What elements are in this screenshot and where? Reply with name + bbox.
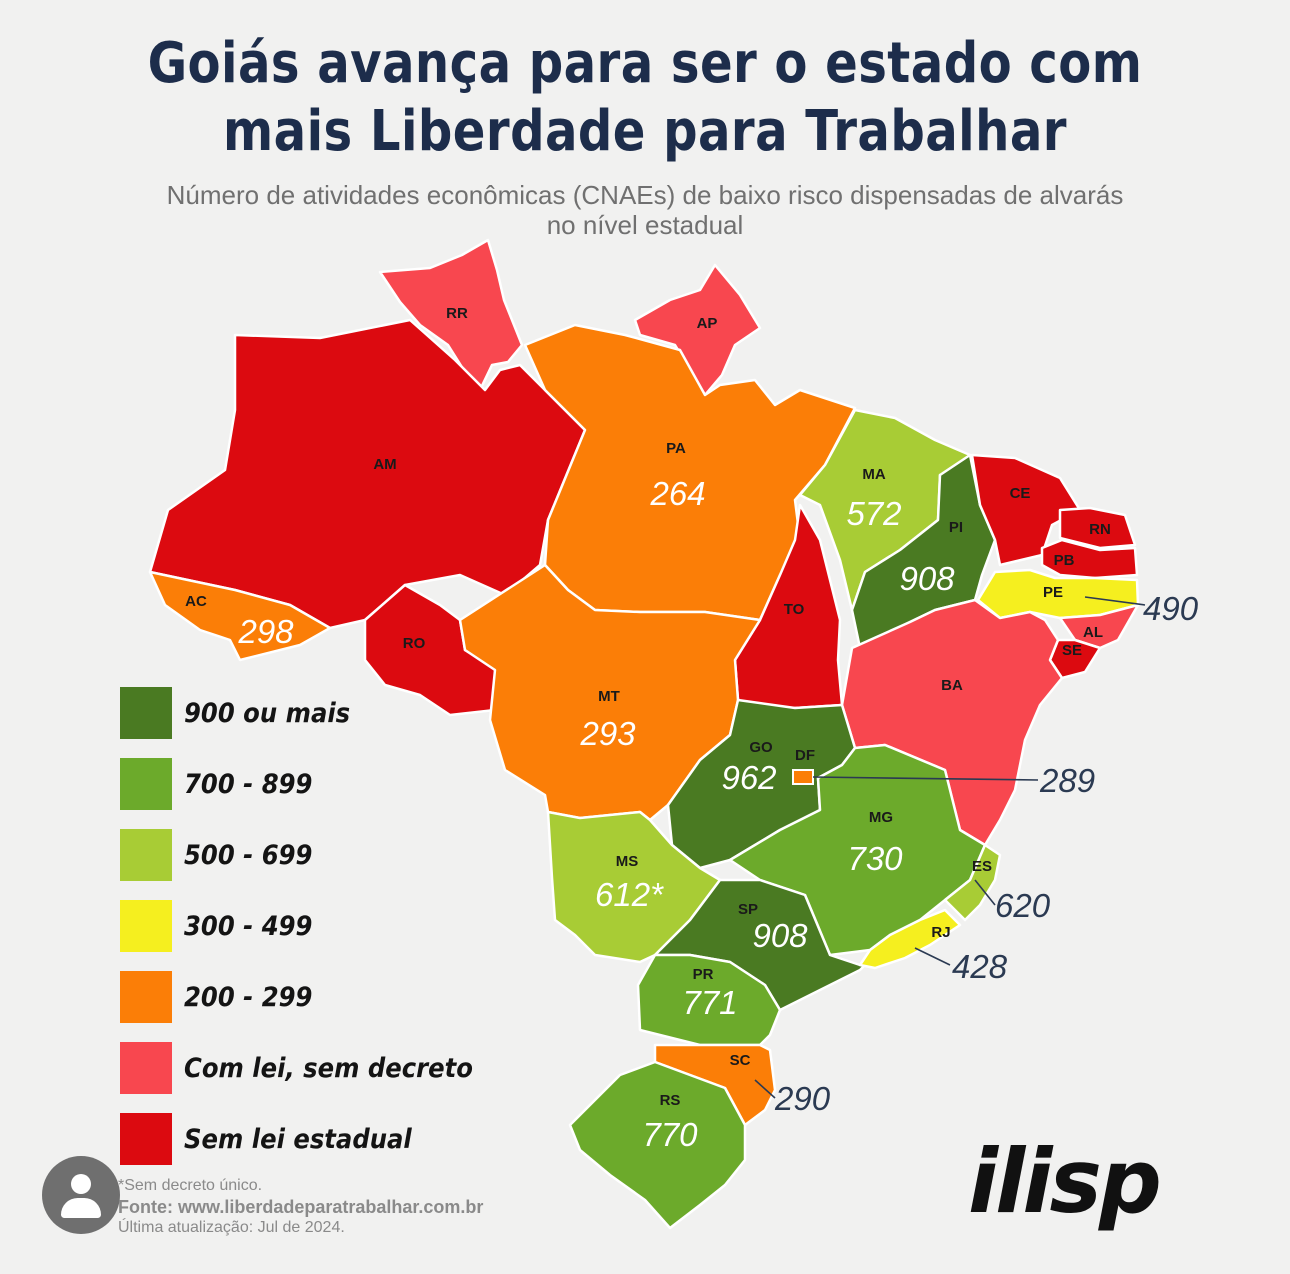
- leader-line-es: [974, 879, 996, 906]
- state-value-sp: 908: [752, 917, 808, 954]
- state-value-go: 962: [721, 759, 776, 796]
- legend-swatch: [120, 829, 172, 881]
- state-label-rn: RN: [1089, 521, 1111, 538]
- state-value-sc: 290: [774, 1080, 831, 1117]
- state-label-ms: MS: [616, 853, 639, 870]
- state-label-pe: PE: [1043, 584, 1063, 601]
- state-value-pe: 490: [1143, 590, 1199, 627]
- state-label-sc: SC: [730, 1052, 751, 1069]
- legend-swatch: [120, 971, 172, 1023]
- state-shape-rj: [858, 908, 962, 970]
- state-label-ma: MA: [862, 466, 885, 483]
- state-label-go: GO: [749, 739, 773, 756]
- legend-item: 500 - 699: [120, 828, 505, 882]
- state-label-ce: CE: [1010, 485, 1031, 502]
- state-label-pb: PB: [1054, 552, 1075, 569]
- state-label-rj: RJ: [931, 924, 950, 941]
- df-marker: [792, 769, 814, 785]
- legend-label: 900 ou mais: [184, 697, 351, 729]
- state-label-mg: MG: [869, 809, 893, 826]
- state-shape-ap: [633, 263, 762, 397]
- state-shape-rr: [378, 238, 524, 392]
- legend-label: 500 - 699: [184, 839, 313, 871]
- state-shape-rn: [1058, 506, 1137, 550]
- source-line: Fonte: www.liberdadeparatrabalhar.com.br: [118, 1197, 484, 1217]
- state-label-sp: SP: [738, 901, 758, 918]
- ilisp-logo: ilisp: [968, 1130, 1162, 1233]
- legend-item: Com lei, sem decreto: [120, 1041, 505, 1095]
- state-label-pr: PR: [693, 966, 714, 983]
- state-label-mt: MT: [598, 688, 620, 705]
- state-value-ac: 298: [237, 613, 294, 650]
- state-label-es: ES: [972, 858, 992, 875]
- state-label-am: AM: [373, 456, 396, 473]
- legend-label: 200 - 299: [184, 981, 313, 1013]
- avatar-body-shape: [61, 1198, 101, 1218]
- state-value-rj: 428: [952, 948, 1008, 985]
- state-value-ma: 572: [846, 495, 901, 532]
- user-avatar-icon[interactable]: [42, 1156, 120, 1234]
- legend-item: 300 - 499: [120, 899, 505, 953]
- last-updated: Última atualização: Jul de 2024.: [118, 1219, 345, 1236]
- legend-item: Sem lei estadual: [120, 1112, 505, 1166]
- legend-item: 200 - 299: [120, 970, 505, 1024]
- state-value-ms: 612*: [595, 876, 664, 913]
- state-label-to: TO: [784, 601, 805, 618]
- footnote: *Sem decreto único.: [118, 1177, 263, 1194]
- state-label-df: DF: [795, 747, 815, 764]
- state-shape-ce: [970, 453, 1082, 567]
- state-label-ap: AP: [697, 315, 718, 332]
- state-label-pa: PA: [666, 440, 686, 457]
- state-value-mg: 730: [847, 840, 903, 877]
- legend-item: 700 - 899: [120, 757, 505, 811]
- footer-notes: *Sem decreto único. Fonte: www.liberdade…: [118, 1176, 483, 1238]
- state-shape-pr: [636, 953, 782, 1047]
- state-label-rs: RS: [660, 1092, 681, 1109]
- legend-label: 700 - 899: [184, 768, 313, 800]
- state-value-mt: 293: [579, 715, 636, 752]
- state-label-pi: PI: [949, 519, 963, 536]
- avatar-head-shape: [71, 1174, 91, 1194]
- leader-line-rj: [914, 947, 951, 966]
- state-value-pa: 264: [649, 475, 705, 512]
- legend-swatch: [120, 687, 172, 739]
- state-value-df: 289: [1039, 762, 1095, 799]
- legend-swatch: [120, 900, 172, 952]
- legend-item: 900 ou mais: [120, 686, 505, 740]
- state-value-pr: 771: [682, 984, 737, 1021]
- state-label-rr: RR: [446, 305, 468, 322]
- title-line-2: mais Liberdade para Trabalhar: [223, 99, 1067, 164]
- subtitle-line-1: Número de atividades econômicas (CNAEs) …: [166, 180, 1124, 210]
- page-subtitle: Número de atividades econômicas (CNAEs) …: [0, 180, 1290, 240]
- leader-line-pe: [1084, 596, 1146, 606]
- legend-swatch: [120, 758, 172, 810]
- legend-swatch: [120, 1113, 172, 1165]
- state-value-pi: 908: [899, 560, 955, 597]
- legend-label: Sem lei estadual: [184, 1123, 412, 1155]
- state-shape-ac: [148, 570, 332, 662]
- state-label-al: AL: [1083, 624, 1103, 641]
- state-value-es: 620: [995, 887, 1051, 924]
- leader-line-df: [812, 776, 1039, 781]
- legend-swatch: [120, 1042, 172, 1094]
- state-shape-es: [943, 843, 1002, 922]
- leader-line-sc: [754, 1079, 776, 1099]
- legend-label: 300 - 499: [184, 910, 313, 942]
- legend-label: Com lei, sem decreto: [184, 1052, 473, 1084]
- state-label-se: SE: [1062, 642, 1082, 659]
- state-label-ac: AC: [185, 593, 207, 610]
- state-shape-pb: [1040, 538, 1139, 580]
- map-legend: 900 ou mais 700 - 899 500 - 699 300 - 49…: [120, 686, 505, 1183]
- state-value-rs: 770: [642, 1116, 698, 1153]
- subtitle-line-2: no nível estadual: [546, 210, 744, 240]
- state-shape-rs: [568, 1060, 747, 1230]
- title-line-1: Goiás avança para ser o estado com: [147, 31, 1143, 96]
- state-label-ba: BA: [941, 677, 963, 694]
- page-title: Goiás avança para ser o estado com mais …: [90, 30, 1199, 166]
- state-label-ro: RO: [403, 635, 426, 652]
